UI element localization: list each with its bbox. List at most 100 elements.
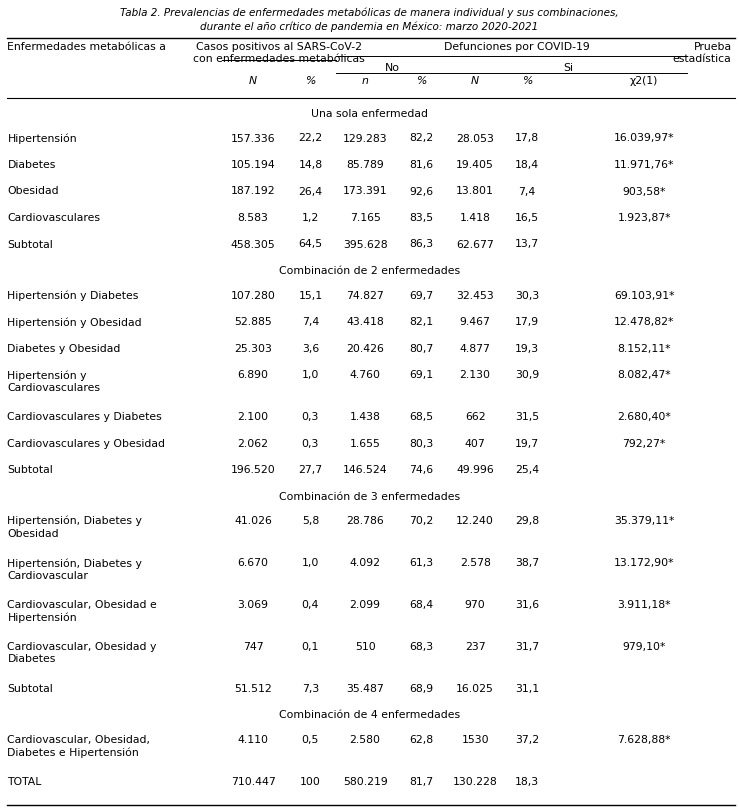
Text: 2.578: 2.578 bbox=[460, 558, 491, 568]
Text: 14,8: 14,8 bbox=[299, 160, 322, 170]
Text: %: % bbox=[305, 76, 316, 86]
Text: Hipertensión y Diabetes: Hipertensión y Diabetes bbox=[7, 290, 139, 301]
Text: 82,2: 82,2 bbox=[409, 134, 434, 144]
Text: 107.280: 107.280 bbox=[231, 290, 276, 301]
Text: Subtotal: Subtotal bbox=[7, 239, 53, 250]
Text: 129.283: 129.283 bbox=[343, 134, 387, 144]
Text: 17,8: 17,8 bbox=[515, 134, 539, 144]
Text: 4.877: 4.877 bbox=[460, 344, 491, 354]
Text: 51.512: 51.512 bbox=[234, 684, 272, 694]
Text: 68,5: 68,5 bbox=[409, 412, 434, 422]
Text: 747: 747 bbox=[243, 642, 263, 652]
Text: 1.438: 1.438 bbox=[350, 412, 381, 422]
Text: 0,5: 0,5 bbox=[302, 735, 319, 745]
Text: 196.520: 196.520 bbox=[231, 465, 276, 475]
Text: 13.172,90*: 13.172,90* bbox=[614, 558, 674, 568]
Text: Si: Si bbox=[563, 63, 573, 73]
Text: n: n bbox=[361, 76, 369, 86]
Text: 25,4: 25,4 bbox=[515, 465, 539, 475]
Text: 80,3: 80,3 bbox=[409, 439, 434, 448]
Text: 2.580: 2.580 bbox=[350, 735, 381, 745]
Text: Cardiovascular, Obesidad y
Diabetes: Cardiovascular, Obesidad y Diabetes bbox=[7, 642, 157, 664]
Text: 662: 662 bbox=[465, 412, 486, 422]
Text: 3.069: 3.069 bbox=[238, 600, 268, 610]
Text: 7,4: 7,4 bbox=[518, 187, 536, 196]
Text: 85.789: 85.789 bbox=[346, 160, 384, 170]
Text: Prueba
estadística: Prueba estadística bbox=[673, 42, 732, 64]
Text: 2.130: 2.130 bbox=[460, 370, 491, 380]
Text: 16,5: 16,5 bbox=[515, 213, 539, 223]
Text: 8.082,47*: 8.082,47* bbox=[617, 370, 671, 380]
Text: Cardiovascular, Obesidad e
Hipertensión: Cardiovascular, Obesidad e Hipertensión bbox=[7, 600, 157, 623]
Text: 31,1: 31,1 bbox=[515, 684, 539, 694]
Text: Diabetes: Diabetes bbox=[7, 160, 55, 170]
Text: 19,3: 19,3 bbox=[515, 344, 539, 354]
Text: TOTAL: TOTAL bbox=[7, 777, 42, 787]
Text: 92,6: 92,6 bbox=[409, 187, 434, 196]
Text: 3,6: 3,6 bbox=[302, 344, 319, 354]
Text: 19,7: 19,7 bbox=[515, 439, 539, 448]
Text: 8.583: 8.583 bbox=[238, 213, 268, 223]
Text: 130.228: 130.228 bbox=[453, 777, 497, 787]
Text: 70,2: 70,2 bbox=[409, 516, 434, 526]
Text: 41.026: 41.026 bbox=[234, 516, 272, 526]
Text: 81,6: 81,6 bbox=[409, 160, 434, 170]
Text: 1,0: 1,0 bbox=[302, 558, 319, 568]
Text: 7,4: 7,4 bbox=[302, 317, 319, 327]
Text: 157.336: 157.336 bbox=[231, 134, 276, 144]
Text: 25.303: 25.303 bbox=[234, 344, 272, 354]
Text: 30,3: 30,3 bbox=[515, 290, 539, 301]
Text: 100: 100 bbox=[300, 777, 321, 787]
Text: 68,4: 68,4 bbox=[409, 600, 434, 610]
Text: 105.194: 105.194 bbox=[231, 160, 276, 170]
Text: Tabla 2. Prevalencias de enfermedades metabólicas de manera individual y sus com: Tabla 2. Prevalencias de enfermedades me… bbox=[120, 8, 619, 19]
Text: 6.670: 6.670 bbox=[238, 558, 268, 568]
Text: 1.923,87*: 1.923,87* bbox=[617, 213, 671, 223]
Text: durante el año crítico de pandemia en México: marzo 2020-2021: durante el año crítico de pandemia en Mé… bbox=[200, 22, 539, 32]
Text: 11.971,76*: 11.971,76* bbox=[614, 160, 674, 170]
Text: 4.110: 4.110 bbox=[238, 735, 268, 745]
Text: No: No bbox=[385, 63, 401, 73]
Text: 4.760: 4.760 bbox=[350, 370, 381, 380]
Text: 510: 510 bbox=[355, 642, 375, 652]
Text: Cardiovasculares: Cardiovasculares bbox=[7, 213, 101, 223]
Text: 30,9: 30,9 bbox=[515, 370, 539, 380]
Text: 187.192: 187.192 bbox=[231, 187, 276, 196]
Text: 237: 237 bbox=[465, 642, 486, 652]
Text: 2.100: 2.100 bbox=[237, 412, 269, 422]
Text: 52.885: 52.885 bbox=[234, 317, 272, 327]
Text: 31,6: 31,6 bbox=[515, 600, 539, 610]
Text: 6.890: 6.890 bbox=[238, 370, 268, 380]
Text: 37,2: 37,2 bbox=[515, 735, 539, 745]
Text: 395.628: 395.628 bbox=[343, 239, 387, 250]
Text: 82,1: 82,1 bbox=[409, 317, 434, 327]
Text: 64,5: 64,5 bbox=[299, 239, 322, 250]
Text: 13.801: 13.801 bbox=[456, 187, 494, 196]
Text: 26,4: 26,4 bbox=[299, 187, 322, 196]
Text: 12.478,82*: 12.478,82* bbox=[614, 317, 674, 327]
Text: 458.305: 458.305 bbox=[231, 239, 276, 250]
Text: Subtotal: Subtotal bbox=[7, 684, 53, 694]
Text: 80,7: 80,7 bbox=[409, 344, 434, 354]
Text: 74.827: 74.827 bbox=[346, 290, 384, 301]
Text: 19.405: 19.405 bbox=[456, 160, 494, 170]
Text: 74,6: 74,6 bbox=[409, 465, 434, 475]
Text: Obesidad: Obesidad bbox=[7, 187, 59, 196]
Text: 32.453: 32.453 bbox=[456, 290, 494, 301]
Text: 31,7: 31,7 bbox=[515, 642, 539, 652]
Text: 4.092: 4.092 bbox=[350, 558, 381, 568]
Text: 62,8: 62,8 bbox=[409, 735, 434, 745]
Text: 792,27*: 792,27* bbox=[622, 439, 666, 448]
Text: 1.655: 1.655 bbox=[350, 439, 381, 448]
Text: 173.391: 173.391 bbox=[343, 187, 387, 196]
Text: 7,3: 7,3 bbox=[302, 684, 319, 694]
Text: 580.219: 580.219 bbox=[343, 777, 387, 787]
Text: Hipertensión: Hipertensión bbox=[7, 134, 77, 144]
Text: 31,5: 31,5 bbox=[515, 412, 539, 422]
Text: 2.062: 2.062 bbox=[238, 439, 268, 448]
Text: 35.487: 35.487 bbox=[346, 684, 384, 694]
Text: 38,7: 38,7 bbox=[515, 558, 539, 568]
Text: 2.680,40*: 2.680,40* bbox=[617, 412, 671, 422]
Text: 17,9: 17,9 bbox=[515, 317, 539, 327]
Text: 3.911,18*: 3.911,18* bbox=[617, 600, 671, 610]
